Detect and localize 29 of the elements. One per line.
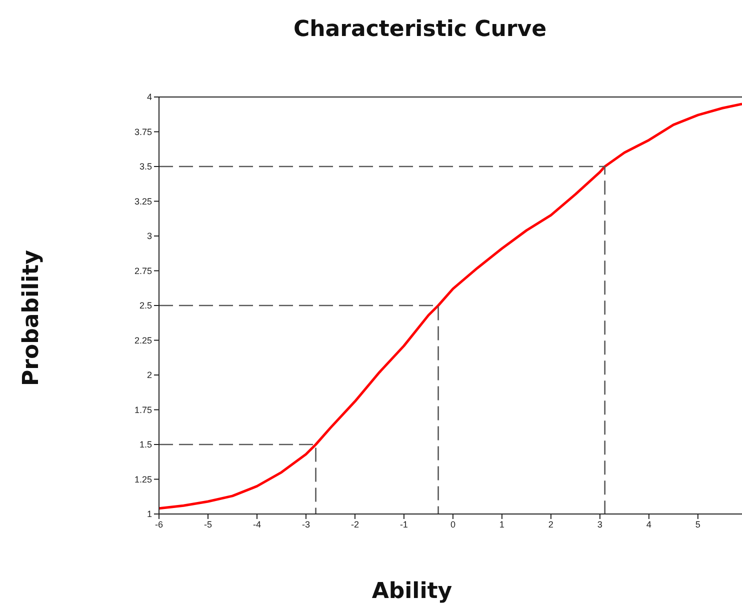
y-tick-label: 2 xyxy=(146,370,152,380)
y-tick-label: 2.75 xyxy=(134,266,152,276)
x-tick-label: -1 xyxy=(400,519,408,530)
y-tick-label: 1 xyxy=(146,509,152,520)
x-tick-label: 4 xyxy=(646,519,652,530)
y-axis-title: Probability xyxy=(19,250,44,386)
y-tick-label: 1.5 xyxy=(139,440,152,450)
y-tick-label: 2.25 xyxy=(134,335,152,346)
x-tick-label: -5 xyxy=(204,519,212,530)
x-tick-label: 3 xyxy=(597,519,602,530)
y-tick-label: 1.75 xyxy=(134,404,152,415)
x-tick-label: -4 xyxy=(252,519,261,530)
y-tick-label: 4 xyxy=(146,92,152,102)
y-tick-label: 1.25 xyxy=(134,474,152,484)
x-tick-label: 5 xyxy=(695,519,700,530)
y-tick-label: 3.75 xyxy=(134,126,152,137)
y-tick-label: 3 xyxy=(146,231,152,242)
y-tick-label: 2.5 xyxy=(139,300,152,311)
line-series xyxy=(159,102,742,510)
y-tick-label: 3.25 xyxy=(134,196,152,206)
y-tick-label: 3.5 xyxy=(139,162,152,172)
x-axis-title: Ability xyxy=(372,579,452,604)
x-tick-label: -2 xyxy=(350,519,359,530)
x-tick-label: -6 xyxy=(154,519,164,530)
x-tick-label: -3 xyxy=(302,519,310,530)
x-tick-label: 1 xyxy=(499,519,504,530)
x-tick-label: 2 xyxy=(548,519,554,530)
x-tick-label: 0 xyxy=(450,519,456,530)
chart-title: Characteristic Curve xyxy=(294,17,546,42)
